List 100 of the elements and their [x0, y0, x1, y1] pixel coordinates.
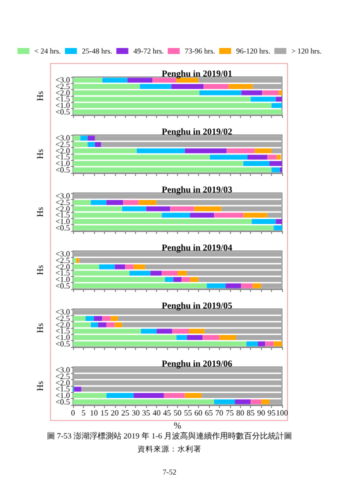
bar: [184, 148, 227, 154]
x-tick-label: 100: [276, 408, 288, 418]
x-tick-label: 80: [236, 408, 244, 418]
bar: [254, 148, 272, 154]
y-tick-label: <3.0: [55, 76, 70, 85]
bar: [127, 78, 152, 83]
bar: [214, 399, 235, 404]
bar: [274, 341, 282, 346]
y-tick-label: <0.5: [55, 165, 70, 174]
x-tick-label: 85: [246, 408, 255, 418]
bar: [214, 212, 244, 218]
y-tick-label: <2.5: [55, 256, 70, 265]
bar: [243, 212, 268, 218]
y-tick-label: <3.0: [55, 308, 70, 317]
chart-title: Penghu in 2019/01: [162, 68, 233, 78]
bar: [278, 90, 282, 96]
bar: [99, 264, 115, 270]
bar: [186, 335, 203, 340]
bar: [246, 341, 258, 346]
bar: [152, 78, 176, 83]
y-axis-title: Hs: [35, 90, 46, 102]
x-tick-label: 75: [226, 408, 234, 418]
y-tick-label: <1.0: [55, 159, 70, 168]
y-tick-label: <1.5: [55, 268, 70, 278]
bar: [74, 386, 82, 392]
bar: [102, 78, 128, 83]
bar: [204, 84, 229, 89]
bar: [140, 328, 157, 334]
y-tick-label: <3.0: [55, 134, 70, 143]
bar: [228, 84, 253, 89]
y-tick-label: <1.0: [55, 391, 70, 400]
bar: [90, 200, 106, 205]
y-tick-label: <1.5: [55, 326, 70, 336]
bar: [276, 154, 281, 160]
y-tick-label: <1.5: [55, 94, 70, 104]
x-tick-label: 20: [110, 408, 119, 418]
x-tick-label: 40: [152, 408, 161, 418]
bar: [194, 206, 222, 212]
y-tick-label: <3.0: [55, 192, 70, 201]
y-axis-title: Hs: [35, 264, 46, 276]
x-tick-label: 35: [142, 408, 150, 418]
x-tick-label: 60: [194, 408, 202, 418]
bar: [138, 200, 157, 205]
y-tick-label: <2.0: [55, 262, 70, 272]
bar: [219, 335, 236, 340]
y-tick-label: <3.0: [55, 366, 70, 375]
bar: [226, 148, 255, 154]
x-tick-label: 10: [90, 408, 98, 418]
bar: [129, 270, 150, 276]
y-tick-label: <2.0: [55, 146, 70, 156]
y-tick-label: <1.5: [55, 152, 70, 162]
bar: [134, 264, 146, 270]
bar: [156, 328, 172, 334]
bar: [190, 277, 198, 282]
y-axis-title: Hs: [35, 322, 46, 334]
bar: [80, 136, 88, 141]
bar: [276, 219, 282, 224]
bar: [123, 200, 139, 205]
bar: [136, 148, 185, 154]
y-tick-label: <3.0: [55, 250, 70, 259]
bar: [134, 393, 164, 398]
y-tick-label: <0.5: [55, 339, 70, 348]
bar: [172, 328, 189, 334]
bar: [182, 277, 190, 282]
bar: [250, 399, 262, 404]
bar: [150, 270, 162, 276]
x-tick-label: 55: [184, 408, 192, 418]
bar: [173, 277, 182, 282]
bar: [114, 264, 126, 270]
bar: [178, 270, 187, 276]
bar: [276, 96, 282, 102]
bar: [241, 283, 253, 288]
x-tick-label: 90: [257, 408, 266, 418]
y-tick-label: <1.0: [55, 101, 70, 110]
bar: [272, 167, 280, 172]
y-tick-label: <2.5: [55, 140, 70, 149]
bar: [170, 206, 194, 212]
bar: [199, 90, 242, 96]
bar: [252, 283, 262, 288]
x-tick-label: 0: [71, 408, 75, 418]
bar: [262, 90, 279, 96]
y-tick-label: <1.5: [55, 384, 70, 394]
bar: [248, 154, 268, 160]
bar: [188, 328, 205, 334]
x-tick-label: 65: [204, 408, 213, 418]
chart-title: Penghu in 2019/06: [162, 358, 233, 368]
x-tick-label: 70: [215, 408, 224, 418]
chart-title: Penghu in 2019/02: [162, 126, 233, 136]
chart-title: Penghu in 2019/03: [162, 184, 233, 194]
chart-title: Penghu in 2019/04: [162, 242, 233, 252]
bar: [171, 84, 204, 89]
y-tick-label: <0.5: [55, 107, 70, 116]
bar: [226, 283, 242, 288]
bar: [162, 212, 190, 218]
y-tick-label: <0.5: [55, 397, 70, 406]
y-axis-title: Hs: [35, 380, 46, 392]
bar: [88, 142, 95, 147]
x-tick-label: 50: [174, 408, 182, 418]
chart-title: Penghu in 2019/05: [162, 300, 233, 310]
bar: [267, 154, 277, 160]
